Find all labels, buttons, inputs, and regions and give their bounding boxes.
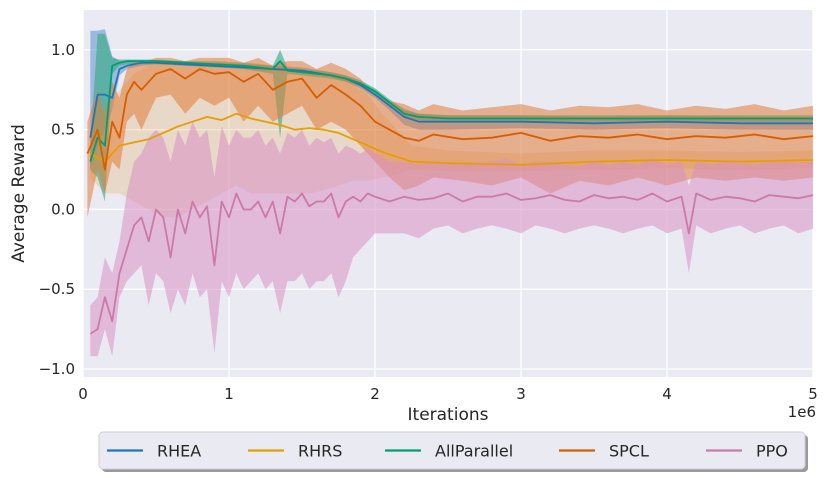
y-tick-label: 0.0 [51, 200, 75, 218]
x-tick-label: 3 [516, 385, 526, 403]
ppo-band [90, 121, 814, 357]
rhrs-line [89, 112, 814, 166]
y-tick-labels: −1.0 −0.5 0.0 0.5 1.0 [39, 41, 75, 378]
y-tick-label: −1.0 [39, 360, 75, 378]
legend-box [98, 431, 806, 470]
y-axis-label: Average Reward [9, 124, 29, 263]
legend-label-spcl: SPCL [609, 442, 649, 461]
legend-label-rhrs: RHRS [298, 442, 342, 461]
x-tick-label: 4 [662, 385, 672, 403]
x-axis-label: Iterations [408, 405, 489, 425]
x-tick-label: 1 [224, 385, 234, 403]
x-tick-labels: 0 1 2 3 4 5 [78, 385, 818, 403]
legend: RHEA RHRS AllParallel SPCL PPO [98, 431, 808, 472]
x-axis-offset-text: 1e6 [788, 403, 816, 421]
series-lines [86, 60, 814, 335]
x-tick-label: 0 [78, 385, 88, 403]
y-tick-label: −0.5 [39, 280, 75, 298]
spcl-line [86, 68, 814, 171]
y-tick-label: 1.0 [51, 41, 75, 59]
x-tick-label: 5 [808, 385, 818, 403]
ppo-line [89, 192, 814, 335]
x-tick-label: 2 [370, 385, 380, 403]
legend-label-allparallel: AllParallel [435, 442, 513, 461]
legend-label-rhea: RHEA [157, 442, 201, 461]
allparallel-line [89, 60, 813, 162]
y-tick-label: 0.5 [51, 121, 75, 139]
legend-label-ppo: PPO [756, 442, 788, 461]
